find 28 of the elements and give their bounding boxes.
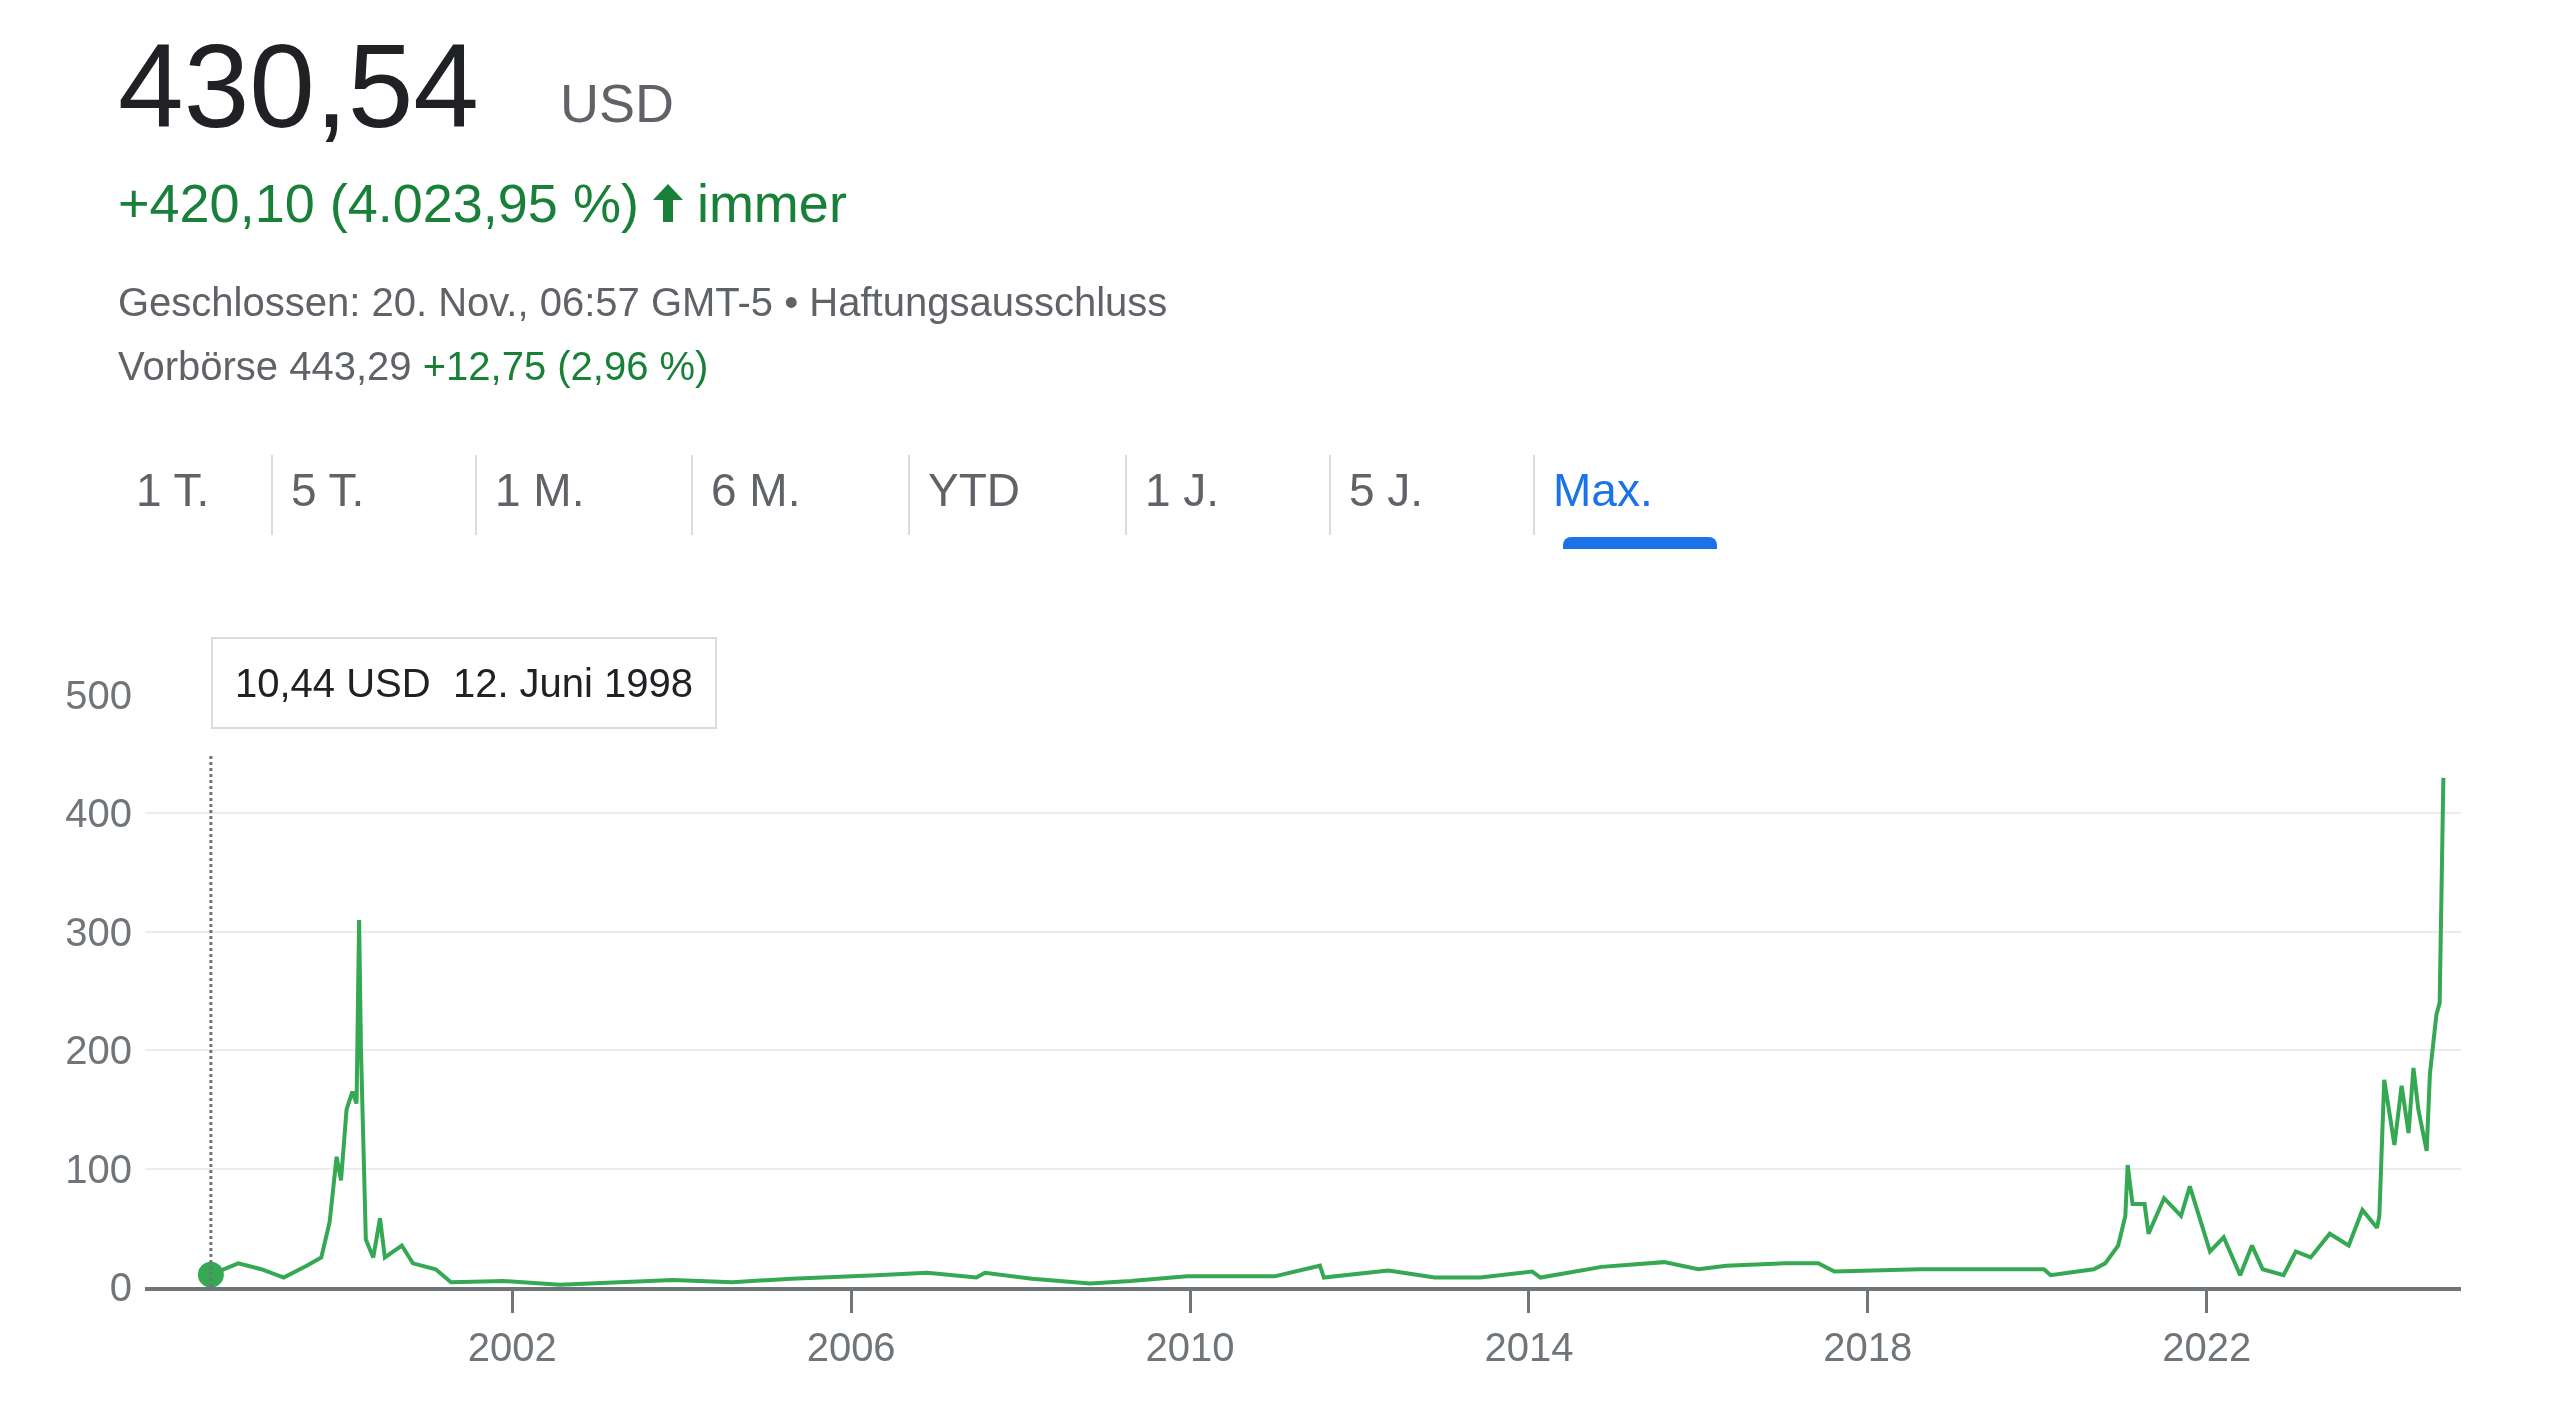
x-tick-label: 2010 (1145, 1325, 1235, 1369)
text: 6 M. (710, 463, 802, 518)
text: Max. (1552, 463, 1654, 518)
chart-title: 430,54 (118, 19, 479, 154)
x-tick-label: 2022 (2162, 1325, 2252, 1369)
text: YTD (927, 463, 1021, 518)
text: 1 J. (1144, 463, 1221, 518)
text: 5 T. (290, 463, 366, 518)
y-tick-label: 400 (65, 791, 132, 836)
text: Vorbörse 443,29 (118, 344, 413, 388)
y-tick-label: 100 (65, 1146, 132, 1191)
text: +12,75 (2,96 %) (422, 344, 709, 388)
x-tick-label: 2018 (1823, 1325, 1913, 1369)
text: USD (560, 72, 675, 134)
text: +420,10 (4.023,95 %) (118, 172, 639, 234)
text: Geschlossen: 20. Nov., 06:57 GMT-5 • Haftungsausschluss (118, 280, 1168, 325)
text: 5 J. (1348, 463, 1425, 518)
x-tick-label: 2002 (467, 1325, 557, 1369)
y-tick-label: 200 (65, 1028, 132, 1073)
text: 1 T. (135, 463, 211, 518)
y-tick-label: 300 (65, 909, 132, 954)
y-tick-label: 0 (109, 1265, 132, 1309)
annotation: 10,44 USD 12. Juni 1998 (235, 661, 694, 705)
y-tick-label: 500 (65, 673, 132, 717)
x-tick-label: 2006 (806, 1325, 896, 1369)
text: immer (696, 172, 847, 234)
text: 1 M. (494, 463, 586, 518)
x-tick-label: 2014 (1484, 1325, 1574, 1369)
